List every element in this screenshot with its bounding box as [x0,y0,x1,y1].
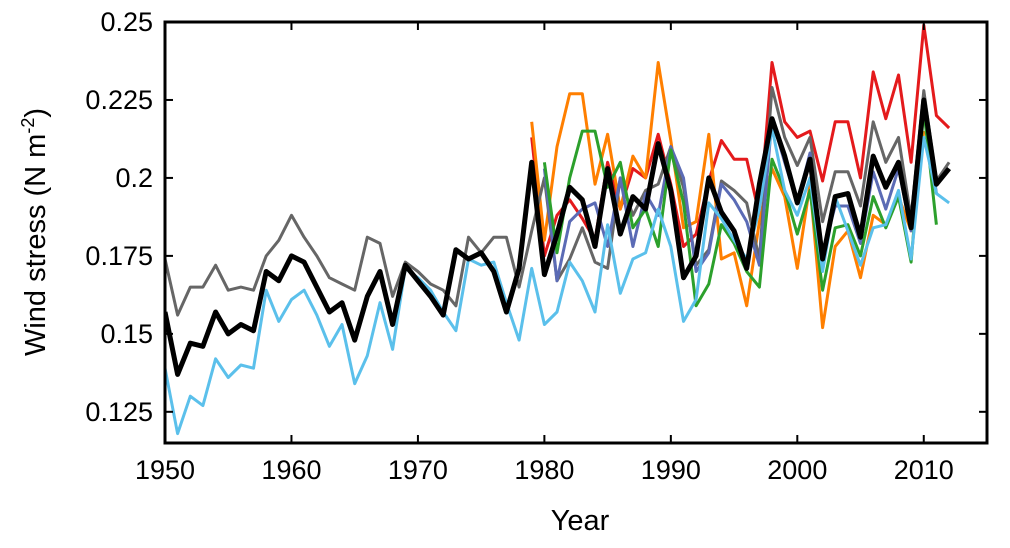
x-tick-label: 1980 [514,455,574,485]
y-tick-label: 0.125 [85,397,153,427]
x-axis: 1950 1960 1970 1980 1990 2000 2010 [135,22,954,485]
y-axis: 0.125 0.15 0.175 0.2 0.225 0.25 [85,7,987,427]
series-layer [165,23,952,436]
x-tick-label: 1990 [641,455,701,485]
y-tick-label: 0.225 [85,85,153,115]
series-line-2 [530,61,926,330]
y-tick-label: 0.25 [100,7,153,37]
x-tick-label: 1960 [261,455,321,485]
x-tick-label: 2010 [894,455,954,485]
x-tick-label: 1950 [135,455,195,485]
x-tick-label: 2000 [767,455,827,485]
y-tick-label: 0.2 [115,163,153,193]
y-axis-title-sup: -2 [18,118,38,134]
y-tick-label: 0.15 [100,319,153,349]
x-tick-label: 1970 [388,455,448,485]
plot-frame [163,20,989,445]
y-axis-title-main: Wind stress (N m [20,134,52,356]
x-axis-title: Year [551,505,610,537]
y-tick-label: 0.175 [85,241,153,271]
series-line-7 [165,97,952,377]
y-axis-title: Wind stress (N m-2) [18,108,52,356]
y-axis-title-close: ) [20,108,52,118]
